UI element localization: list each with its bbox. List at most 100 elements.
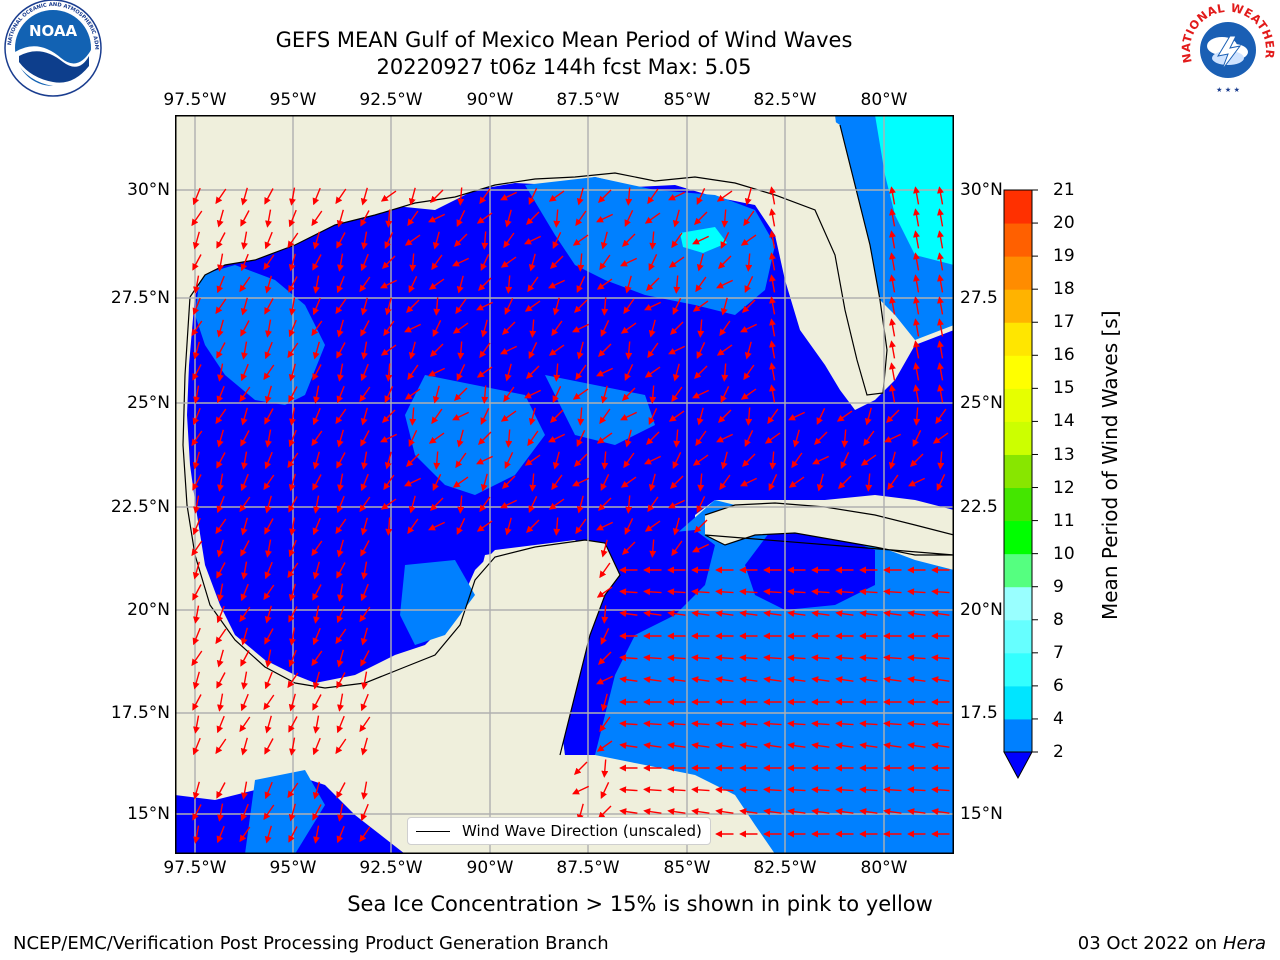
wind-wave-arrow [313,385,320,404]
wind-wave-arrow [215,298,227,315]
wind-wave-arrow [835,654,854,662]
wind-wave-arrow [192,474,202,491]
wind-wave-arrow [288,473,296,492]
wind-wave-arrow [576,430,586,447]
wind-wave-arrow [670,475,684,489]
wind-wave-arrow [524,454,541,466]
wind-wave-arrow [359,496,371,513]
wind-wave-arrow [311,430,323,447]
wind-wave-arrow [937,362,944,381]
wind-wave-arrow [646,277,660,291]
wind-wave-arrow [887,474,899,491]
wind-wave-arrow [859,610,878,618]
colorbar-tick-label: 6 [1053,675,1064,696]
wind-wave-arrow [192,694,202,711]
wind-wave-arrow [814,431,828,445]
wind-wave-arrow [720,232,730,249]
wind-wave-arrow [883,676,902,684]
wind-wave-arrow [667,676,686,684]
wind-wave-arrow [288,319,297,338]
wind-wave-arrow [479,342,491,359]
wind-wave-arrow [216,782,226,799]
colorbar-tick-label: 14 [1053,411,1075,432]
wind-wave-arrow [644,212,661,224]
wind-wave-arrow [191,540,203,557]
wind-wave-arrow [313,715,320,734]
wind-wave-arrow [264,275,272,294]
lon-tick-top: 87.5°W [556,90,620,110]
wind-wave-arrow [647,188,659,205]
wind-wave-arrow [600,628,610,645]
wind-wave-arrow [763,786,782,794]
wind-wave-arrow [620,322,637,334]
wind-wave-arrow [865,473,873,492]
wind-wave-arrow [287,672,299,689]
lat-tick-left: 25°N [127,393,170,413]
wind-wave-arrow [360,363,369,382]
wind-wave-arrow [716,190,733,202]
wind-wave-arrow [361,671,368,690]
wind-wave-arrow [264,341,273,360]
wind-wave-arrow [216,232,226,249]
wind-wave-arrow [407,518,419,535]
wind-wave-arrow [577,407,585,426]
wind-wave-arrow [216,649,224,668]
wind-wave-arrow [241,671,248,690]
wind-wave-arrow [359,716,371,733]
wind-wave-arrow [240,320,250,337]
wind-wave-arrow [408,276,418,293]
wind-wave-arrow [599,408,611,425]
wind-wave-arrow [907,742,926,750]
wind-wave-arrow [380,279,397,289]
chart-title-line2: 20220927 t06z 144h fcst Max: 5.05 [376,55,752,79]
wind-wave-arrow [526,211,540,225]
wind-wave-arrow [937,274,944,293]
wind-wave-arrow [409,253,417,272]
wind-wave-arrow [452,476,469,488]
wind-wave-arrow [889,208,896,227]
wind-wave-arrow [812,455,829,465]
lon-tick-bottom: 82.5°W [753,858,817,878]
wind-wave-arrow [913,230,920,249]
wind-wave-arrow [673,429,681,448]
wind-wave-arrow [937,451,945,470]
wind-wave-arrow [715,786,734,794]
colorbar-extend-arrow [1003,751,1033,780]
wind-wave-arrow [217,803,224,822]
wind-wave-arrow [264,825,272,844]
wind-wave-arrow [432,385,440,404]
wind-wave-arrow [407,364,419,381]
lat-tick-right: 25°N [960,393,1003,413]
wind-wave-arrow [312,254,322,271]
wind-wave-arrow [216,539,224,558]
wind-wave-arrow [787,808,806,816]
mexico-west-land [175,305,230,655]
wind-wave-arrow [360,430,370,447]
noaa-logo-text: NOAA [29,22,78,40]
wind-wave-arrow [695,276,707,293]
wind-wave-arrow [193,385,200,404]
wind-wave-arrow [550,255,564,269]
wind-wave-arrow [907,786,926,794]
wind-wave-arrow [625,341,633,360]
wind-wave-arrow [596,432,613,444]
map-border [175,115,954,854]
wind-wave-arrow [696,253,704,272]
wind-wave-arrow [529,319,537,338]
wind-wave-arrow [835,676,854,684]
wind-wave-arrow [404,388,421,400]
wind-wave-arrow [931,676,950,684]
wind-wave-arrow [624,518,634,535]
wind-wave-arrow [311,320,323,337]
wind-wave-arrow [551,320,563,337]
colorbar-segment [1004,421,1032,455]
wind-wave-arrow [528,407,536,426]
wind-wave-arrow [481,385,489,404]
wind-wave-arrow [192,254,202,271]
wind-wave-arrow [671,540,683,557]
wind-wave-arrow [287,342,299,359]
wind-wave-arrow [312,737,321,756]
wind-wave-arrow [553,209,561,228]
wind-wave-arrow [553,363,561,382]
wind-wave-arrow [889,186,896,205]
